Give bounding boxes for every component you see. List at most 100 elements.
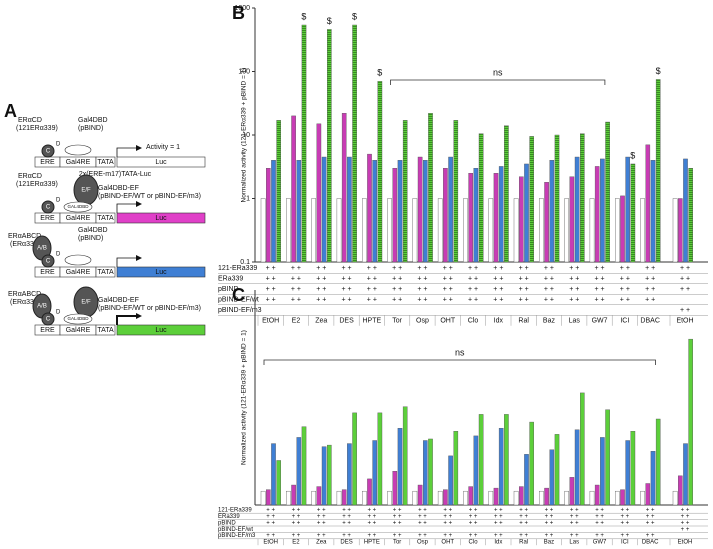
- table-cell: + +: [494, 520, 503, 526]
- table-cell: + +: [341, 286, 351, 293]
- table-cell: + +: [342, 533, 351, 539]
- table-cell: + +: [595, 508, 604, 514]
- bar: [336, 198, 342, 263]
- reporter-luc: [116, 266, 206, 278]
- significance-marker: $: [327, 16, 332, 26]
- table-cell: + +: [469, 520, 478, 526]
- bar: [650, 451, 656, 506]
- table-cell: + +: [544, 296, 554, 303]
- table-cell: + +: [418, 508, 427, 514]
- bracket-label: ns: [493, 67, 503, 77]
- bar: [276, 460, 282, 506]
- bar: [286, 198, 291, 263]
- table-cell: + +: [392, 296, 402, 303]
- table-cell: + +: [317, 520, 326, 526]
- bar: [443, 489, 448, 506]
- table-cell: + +: [417, 286, 427, 293]
- table-cell: + +: [570, 508, 579, 514]
- x-tick-label: GW7: [592, 317, 608, 324]
- bar: [600, 158, 605, 263]
- bar: [423, 160, 428, 263]
- bar: [645, 483, 651, 506]
- bracket: [263, 359, 656, 365]
- table-cell: + +: [680, 307, 690, 314]
- bar: [594, 166, 600, 263]
- x-tick-label: Baz: [543, 317, 556, 324]
- bar: [625, 440, 630, 506]
- bar: [291, 115, 296, 263]
- x-tick-label: Osp: [417, 540, 429, 546]
- bar: [630, 163, 636, 263]
- table-cell: + +: [519, 533, 528, 539]
- table-cell: + +: [266, 508, 275, 514]
- x-tick-label: Tor: [393, 540, 401, 546]
- table-cell: + +: [417, 296, 427, 303]
- x-tick-label: Las: [569, 317, 581, 324]
- bar: [443, 168, 448, 263]
- ef-label: E/F: [81, 188, 91, 194]
- bar: [529, 421, 534, 506]
- x-tick-label: Ral: [519, 540, 528, 546]
- table-cell: + +: [621, 520, 630, 526]
- reporter-ere-label: ERE: [40, 215, 55, 222]
- bar: [392, 168, 398, 263]
- table-cell: + +: [417, 275, 427, 282]
- table-cell: + +: [468, 296, 478, 303]
- y-axis-label: Normalized activity (121-ERα339 + pBIND …: [241, 68, 248, 203]
- bar: [352, 24, 357, 263]
- bar: [645, 144, 651, 263]
- x-tick-label: OHT: [441, 540, 454, 546]
- table-cell: + +: [342, 514, 351, 520]
- table-cell: + +: [494, 508, 503, 514]
- table-cell: + +: [570, 514, 579, 520]
- x-tick-label: Baz: [544, 540, 554, 546]
- construct-detail: (121ERα339): [16, 181, 58, 188]
- bar: [321, 156, 327, 263]
- table-cell: + +: [545, 520, 554, 526]
- construct-detail: (ERα339): [10, 299, 40, 306]
- bar: [301, 24, 307, 263]
- table-cell: + +: [392, 286, 402, 293]
- table-cell: + +: [569, 286, 579, 293]
- table-cell: + +: [519, 265, 529, 272]
- d-label: D: [56, 142, 61, 148]
- significance-marker: $: [301, 11, 306, 21]
- bar: [524, 163, 529, 263]
- y-tick-label: 0.1: [240, 259, 250, 266]
- table-cell: + +: [494, 514, 503, 520]
- table-cell: + +: [317, 533, 326, 539]
- table-cell: + +: [493, 286, 503, 293]
- bar: [620, 195, 625, 263]
- x-tick-label: EtOH: [678, 540, 693, 546]
- bar: [655, 418, 661, 506]
- bar: [417, 484, 423, 506]
- table-cell: + +: [594, 265, 604, 272]
- table-row-label: 121-ERa339: [218, 265, 257, 272]
- reporter-tata-label: TATA: [97, 269, 114, 276]
- table-cell: + +: [519, 508, 528, 514]
- table-cell: + +: [646, 508, 655, 514]
- bar: [271, 160, 276, 263]
- bar: [678, 198, 683, 263]
- table-cell: + +: [316, 265, 326, 272]
- panel-label: C: [232, 285, 245, 305]
- bar: [498, 428, 504, 506]
- bar: [544, 182, 549, 263]
- bar: [554, 134, 560, 263]
- bar: [468, 486, 474, 506]
- bar: [387, 198, 392, 263]
- bracket-label: ns: [455, 347, 465, 357]
- dbd-label: GAL4DBD: [67, 204, 89, 209]
- table-cell: + +: [680, 265, 690, 272]
- x-tick-label: DES: [339, 317, 354, 324]
- table-cell: + +: [519, 275, 529, 282]
- arrow-head: [136, 201, 142, 207]
- table-cell: + +: [545, 514, 554, 520]
- bar: [387, 490, 392, 506]
- bar: [544, 487, 549, 506]
- x-tick-label: Clo: [468, 317, 479, 324]
- table-cell: + +: [595, 533, 604, 539]
- table-cell: + +: [443, 514, 452, 520]
- table-cell: + +: [595, 520, 604, 526]
- activity-label: Activity = 1: [146, 144, 180, 151]
